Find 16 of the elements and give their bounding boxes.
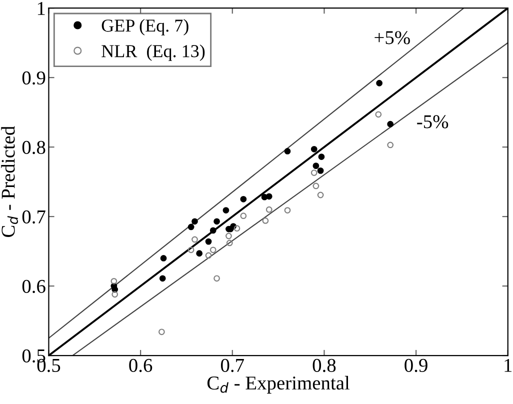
y-tick-label: 0.7 <box>22 210 46 224</box>
y-tick-label: 0.8 <box>22 140 46 154</box>
y-tick-label: 0.6 <box>22 280 46 294</box>
legend-label: NLR (Eq. 13) <box>102 44 205 61</box>
x-tick-label: 0.6 <box>129 358 152 372</box>
x-tick-label: 0.8 <box>312 358 336 372</box>
y-tick-label: 0.9 <box>22 71 46 85</box>
x-tick-label: 0.7 <box>220 358 244 372</box>
legend-label: GEP (Eq. 7) <box>102 19 188 36</box>
x-tick-label: 1 <box>504 358 512 372</box>
y-tick-label: 1 <box>38 2 45 15</box>
annotation: -5% <box>417 115 448 128</box>
x-axis-title: C$_{d}$ - Experimental <box>207 376 350 394</box>
annotation: +5% <box>374 31 410 44</box>
y-axis-title: C$_{d}$ - Predicted <box>1 126 18 237</box>
x-tick-label: 0.9 <box>404 358 428 372</box>
